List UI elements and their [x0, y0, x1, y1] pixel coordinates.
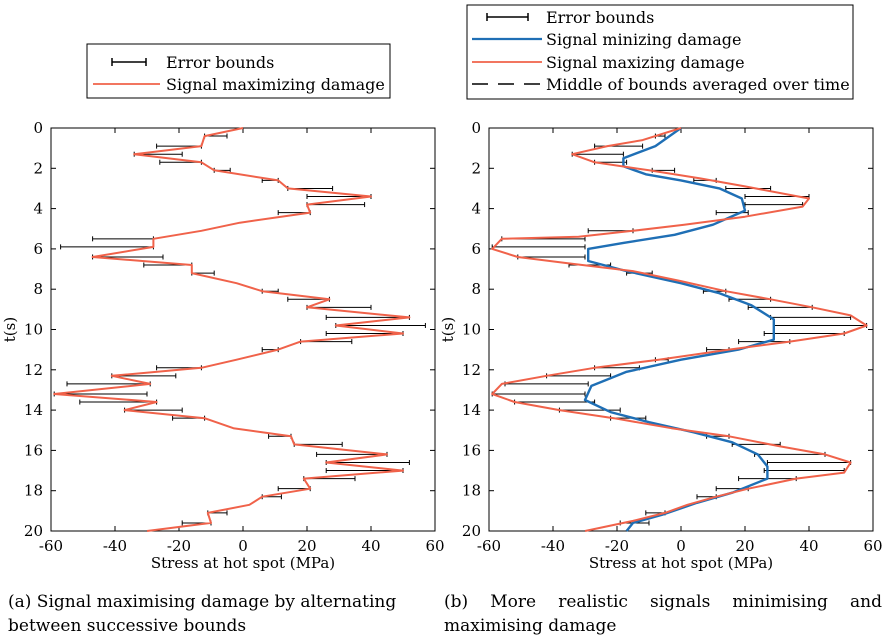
x-tick-label: -60 — [477, 537, 501, 555]
error-bound — [491, 391, 586, 397]
series-line — [53, 127, 411, 532]
legend-b-bounds-label: Error bounds — [546, 8, 654, 27]
y-tick-label: 14 — [462, 401, 481, 419]
x-tick-label: 20 — [735, 537, 754, 555]
x-tick-label: 60 — [863, 537, 882, 555]
y-tick-label: 18 — [462, 482, 481, 500]
x-tick-label: -40 — [103, 537, 127, 555]
error-bound — [744, 202, 804, 208]
y-tick-label: 16 — [462, 441, 481, 459]
y-tick-label: 12 — [24, 361, 43, 379]
legend-b-max-label: Signal maxizing damage — [546, 53, 745, 72]
x-tick-label: 40 — [799, 537, 818, 555]
legend-a: Error bounds Signal maximizing damage — [86, 43, 391, 99]
x-tick-label: -60 — [39, 537, 63, 555]
x-tick-label: -40 — [541, 537, 565, 555]
error-bound — [773, 322, 868, 328]
y-tick-label: 4 — [471, 200, 481, 218]
figure: Error bounds Signal maximizing damage Er… — [1, 4, 883, 572]
error-bound — [763, 468, 845, 474]
y-tick-label: 20 — [462, 522, 481, 540]
error-bound — [92, 236, 154, 242]
y-tick-label: 8 — [33, 280, 43, 298]
legend-b-min-label: Signal minizing damage — [546, 30, 741, 49]
x-tick-label: 60 — [425, 537, 444, 555]
error-bound — [766, 459, 852, 465]
caption-b: (b) More realistic signals minimising an… — [444, 592, 882, 636]
y-tick-label: 10 — [24, 321, 43, 339]
x-tick-label: -20 — [167, 537, 191, 555]
legend-b: Error bounds Signal minizing damage Sign… — [466, 4, 854, 100]
y-tick-label: 2 — [33, 159, 43, 177]
y-axis-label: t(s) — [439, 317, 457, 342]
y-tick-label: 0 — [471, 119, 481, 137]
x-tick-label: 0 — [238, 537, 248, 555]
series-line — [491, 127, 868, 532]
y-tick-label: 0 — [33, 119, 43, 137]
x-tick-label: 20 — [297, 537, 316, 555]
y-tick-label: 2 — [471, 159, 481, 177]
x-tick-label: -20 — [605, 537, 629, 555]
y-tick-label: 8 — [471, 280, 481, 298]
y-tick-label: 12 — [462, 361, 481, 379]
y-tick-label: 6 — [471, 240, 481, 258]
y-tick-label: 16 — [24, 441, 43, 459]
error-bound — [491, 244, 586, 250]
y-tick-label: 6 — [33, 240, 43, 258]
x-tick-label: 40 — [361, 537, 380, 555]
y-tick-label: 20 — [24, 522, 43, 540]
y-tick-label: 14 — [24, 401, 43, 419]
chart-b: -60 -40 -20 0 20 40 6002468101214161820Stress … — [439, 119, 883, 572]
y-tick-label: 18 — [24, 482, 43, 500]
legend-b-mid-label: Middle of bounds averaged over time — [546, 75, 850, 94]
x-tick-label: 0 — [676, 537, 686, 555]
y-axis-label: t(s) — [1, 317, 19, 342]
legend-a-bounds-label: Error bounds — [166, 53, 274, 72]
caption-a: (a) Signal maximising damage by alternat… — [8, 592, 397, 636]
y-tick-label: 10 — [462, 321, 481, 339]
error-bound — [504, 381, 589, 387]
error-bound — [770, 314, 852, 320]
series-line — [583, 127, 775, 532]
x-axis-label: Stress at hot spot (MPa) — [151, 554, 335, 572]
chart-a: -60 -40 -20 0 20 40 6002468101214161820Stress … — [1, 119, 445, 572]
y-tick-label: 4 — [33, 200, 43, 218]
error-bound — [594, 143, 644, 149]
x-axis-label: Stress at hot spot (MPa) — [589, 554, 773, 572]
legend-a-max-label: Signal maximizing damage — [166, 75, 385, 94]
